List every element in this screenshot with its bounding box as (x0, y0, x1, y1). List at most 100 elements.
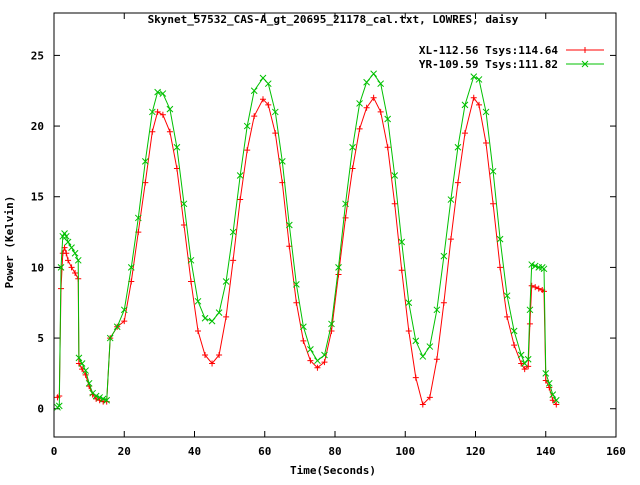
data-point (553, 401, 560, 408)
data-point (440, 252, 448, 260)
data-point (209, 360, 216, 367)
data-point (55, 402, 63, 410)
x-tick-label: 120 (466, 445, 486, 458)
data-point (85, 379, 93, 387)
x-tick-label: 160 (606, 445, 626, 458)
data-point (223, 313, 230, 320)
data-point (504, 313, 511, 320)
data-point (405, 299, 413, 307)
data-point (475, 76, 483, 83)
data-point (180, 222, 187, 228)
data-point (412, 337, 420, 345)
data-point (314, 357, 321, 365)
data-point (377, 108, 384, 115)
data-point (528, 261, 536, 268)
data-point (134, 214, 142, 222)
data-point (250, 87, 258, 95)
data-point (384, 115, 392, 123)
data-point (62, 232, 70, 240)
data-point (230, 257, 237, 264)
x-tick-label: 60 (258, 445, 271, 458)
data-point (215, 309, 223, 316)
data-point (426, 343, 434, 350)
data-point (503, 292, 511, 300)
data-point (328, 320, 335, 328)
data-point (271, 108, 279, 116)
data-point (370, 94, 377, 101)
data-point (349, 143, 356, 151)
y-tick-label: 25 (31, 49, 44, 62)
plot-frame (53, 12, 617, 438)
data-point (335, 264, 342, 271)
data-point (194, 297, 202, 305)
data-point (166, 105, 174, 113)
data-point (307, 346, 314, 353)
data-point (202, 352, 209, 359)
data-point (68, 264, 75, 271)
data-point (363, 78, 370, 86)
data-point (243, 122, 251, 130)
data-point (496, 235, 504, 243)
data-point (489, 167, 497, 175)
y-tick-label: 20 (31, 120, 44, 133)
data-point (405, 328, 412, 334)
data-point (426, 394, 433, 401)
data-point (65, 257, 72, 264)
data-point (68, 244, 75, 251)
data-point (57, 264, 65, 271)
data-point (278, 158, 286, 165)
y-tick-label: 0 (37, 403, 44, 416)
data-point (377, 80, 385, 88)
data-point (356, 100, 363, 107)
data-point (525, 363, 532, 370)
data-point (461, 130, 468, 137)
data-point (528, 282, 535, 289)
legend-label: YR-109.59 Tsys:111.82 (419, 58, 558, 71)
data-point (173, 165, 180, 172)
data-point (71, 249, 79, 257)
x-tick-label: 80 (328, 445, 341, 458)
data-point (72, 270, 79, 277)
y-tick-label: 15 (31, 191, 44, 204)
y-axis-label: Power (Kelvin) (3, 196, 16, 289)
data-point (180, 200, 188, 208)
data-point (237, 196, 244, 203)
data-point (470, 73, 478, 80)
data-point (517, 351, 525, 359)
data-point (216, 352, 223, 359)
data-point (92, 392, 100, 400)
data-point (321, 359, 328, 366)
data-point (300, 323, 307, 331)
data-point (461, 101, 469, 109)
data-point (173, 143, 181, 151)
data-point (154, 88, 161, 96)
data-point (412, 374, 419, 381)
data-point (582, 47, 588, 53)
data-point (259, 74, 267, 82)
data-point (540, 265, 548, 273)
data-point (370, 70, 377, 78)
data-point (154, 108, 161, 115)
data-point (433, 306, 441, 314)
data-point (482, 108, 490, 116)
data-point (545, 379, 553, 387)
data-point (524, 355, 532, 363)
data-point (526, 306, 534, 314)
data-point (272, 130, 279, 137)
data-point (419, 401, 426, 408)
data-point (159, 111, 166, 118)
data-point (251, 113, 258, 120)
data-point (398, 238, 406, 246)
series-line (57, 72, 557, 408)
data-point (356, 125, 363, 132)
data-point (149, 128, 156, 135)
data-point (96, 394, 104, 401)
data-point (549, 391, 557, 398)
y-tick-label: 10 (31, 261, 44, 274)
data-point (419, 353, 427, 360)
data-point (113, 323, 121, 331)
data-point (265, 101, 272, 108)
x-tick-label: 20 (118, 445, 131, 458)
